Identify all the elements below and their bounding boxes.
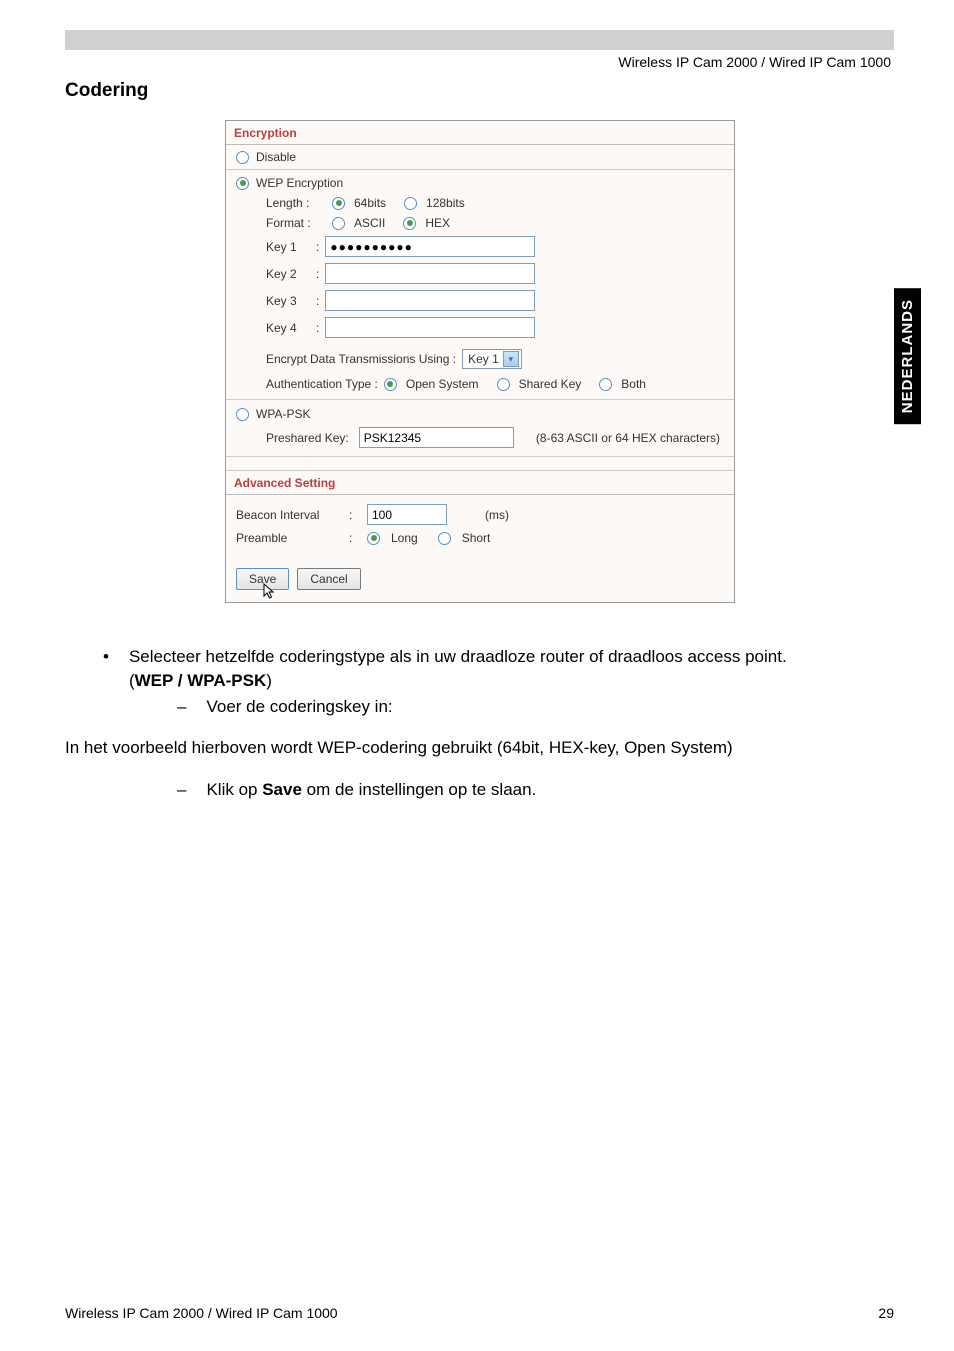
auth-shared: Shared Key — [519, 377, 582, 391]
beacon-colon: : — [349, 508, 359, 522]
key4-label: Key 4 — [266, 321, 310, 335]
radio-both[interactable] — [599, 378, 612, 391]
key4-colon: : — [316, 321, 319, 335]
radio-wpa-psk[interactable] — [236, 408, 249, 421]
psk-note: (8-63 ASCII or 64 HEX characters) — [536, 431, 724, 445]
advanced-header: Advanced Setting — [226, 471, 734, 495]
key1-label: Key 1 — [266, 240, 310, 254]
section-title: Codering — [65, 80, 894, 102]
radio-open-system[interactable] — [384, 378, 397, 391]
beacon-unit: (ms) — [485, 508, 509, 522]
body-content: • Selecteer hetzelfde coderingstype als … — [65, 645, 894, 802]
footer-page-number: 29 — [878, 1305, 894, 1321]
auth-open: Open System — [406, 377, 479, 391]
format-hex: HEX — [425, 216, 450, 230]
psk-input[interactable] — [359, 427, 514, 448]
key1-input[interactable] — [325, 236, 535, 257]
preamble-short: Short — [462, 531, 491, 545]
example-paragraph: In het voorbeeld hierboven wordt WEP-cod… — [65, 736, 894, 760]
dash-icon: – — [177, 695, 186, 719]
length-128: 128bits — [426, 196, 465, 210]
wep-label: WEP Encryption — [256, 176, 343, 190]
preamble-colon: : — [349, 531, 359, 545]
advanced-body: Beacon Interval : (ms) Preamble : Long S… — [226, 495, 734, 558]
bullet-text-1a: Selecteer hetzelfde coderingstype als in… — [129, 647, 787, 666]
key1-colon: : — [316, 240, 319, 254]
auth-both: Both — [621, 377, 646, 391]
radio-hex[interactable] — [403, 217, 416, 230]
dash-icon: – — [177, 778, 186, 802]
format-label: Format : — [266, 216, 326, 230]
auth-label: Authentication Type : — [266, 377, 378, 391]
bullet-icon: • — [103, 645, 109, 693]
dash2a: Klik op — [206, 780, 262, 799]
header-band — [65, 30, 894, 50]
transmit-label: Encrypt Data Transmissions Using : — [266, 352, 456, 366]
button-row: Save Cancel — [226, 558, 734, 602]
radio-long[interactable] — [367, 532, 380, 545]
radio-wep[interactable] — [236, 177, 249, 190]
bullet-1b-close: ) — [266, 671, 272, 690]
disable-row[interactable]: Disable — [226, 145, 734, 170]
wpa-section: WPA-PSK Preshared Key: (8-63 ASCII or 64… — [226, 400, 734, 457]
transmit-select[interactable]: Key 1 ▾ — [462, 349, 522, 369]
preamble-long: Long — [391, 531, 418, 545]
cursor-icon — [263, 583, 277, 601]
radio-ascii[interactable] — [332, 217, 345, 230]
radio-64bits[interactable] — [332, 197, 345, 210]
dash2-bold: Save — [262, 780, 302, 799]
length-label: Length : — [266, 196, 326, 210]
psk-label: Preshared Key: — [266, 431, 349, 445]
encryption-settings-screenshot: Encryption Disable WEP Encryption Length… — [225, 120, 735, 603]
radio-128bits[interactable] — [404, 197, 417, 210]
radio-short[interactable] — [438, 532, 451, 545]
wep-section: WEP Encryption Length : 64bits 128bits F… — [226, 170, 734, 400]
cancel-label: Cancel — [310, 572, 347, 586]
preamble-label: Preamble — [236, 531, 341, 545]
bullet-1b-bold: WEP / WPA-PSK — [135, 671, 267, 690]
wpa-label: WPA-PSK — [256, 407, 310, 421]
beacon-label: Beacon Interval — [236, 508, 341, 522]
cancel-button[interactable]: Cancel — [297, 568, 360, 590]
footer-left: Wireless IP Cam 2000 / Wired IP Cam 1000 — [65, 1305, 338, 1321]
key2-input[interactable] — [325, 263, 535, 284]
dash-text-1: Voer de coderingskey in: — [206, 695, 392, 719]
length-64: 64bits — [354, 196, 386, 210]
key3-colon: : — [316, 294, 319, 308]
beacon-input[interactable] — [367, 504, 447, 525]
encryption-header: Encryption — [226, 121, 734, 145]
spacer — [226, 457, 734, 471]
format-ascii: ASCII — [354, 216, 385, 230]
transmit-value: Key 1 — [468, 352, 499, 366]
disable-label: Disable — [256, 150, 296, 164]
save-button[interactable]: Save — [236, 568, 289, 590]
header-product: Wireless IP Cam 2000 / Wired IP Cam 1000 — [65, 54, 894, 70]
chevron-down-icon: ▾ — [503, 351, 519, 367]
radio-shared-key[interactable] — [497, 378, 510, 391]
key2-label: Key 2 — [266, 267, 310, 281]
key3-input[interactable] — [325, 290, 535, 311]
footer: Wireless IP Cam 2000 / Wired IP Cam 1000… — [65, 1305, 894, 1321]
key4-input[interactable] — [325, 317, 535, 338]
dash2b: om de instellingen op te slaan. — [302, 780, 536, 799]
key3-label: Key 3 — [266, 294, 310, 308]
key2-colon: : — [316, 267, 319, 281]
radio-disable[interactable] — [236, 151, 249, 164]
language-tab: NEDERLANDS — [894, 288, 921, 424]
